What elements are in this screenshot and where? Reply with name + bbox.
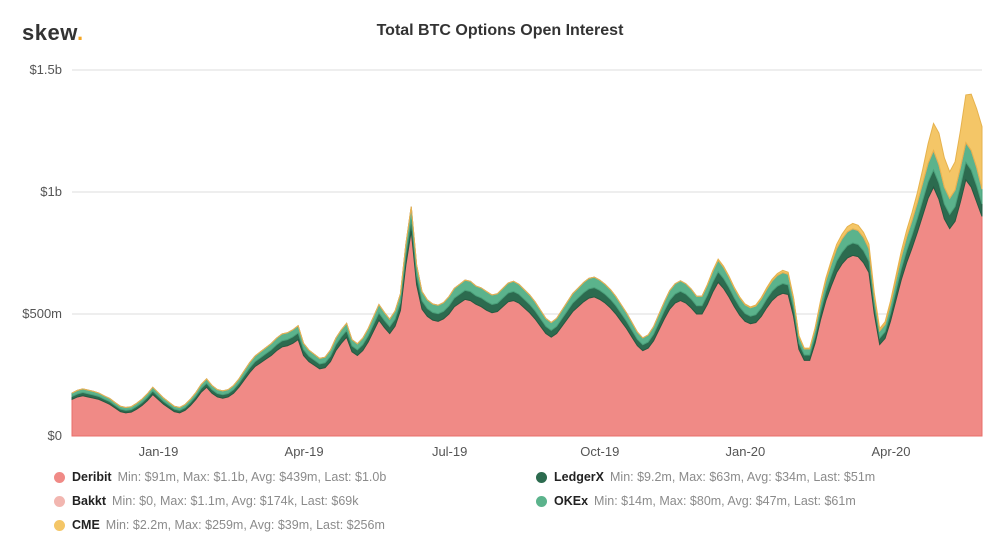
svg-text:Jan-20: Jan-20: [726, 444, 766, 459]
legend-stats: Min: $2.2m, Max: $259m, Avg: $39m, Last:…: [106, 515, 385, 535]
legend-swatch-icon: [54, 496, 65, 507]
svg-text:Jul-19: Jul-19: [432, 444, 467, 459]
legend-name: LedgerX: [554, 467, 604, 487]
legend-stats: Min: $91m, Max: $1.1b, Avg: $439m, Last:…: [118, 467, 387, 487]
svg-text:Oct-19: Oct-19: [580, 444, 619, 459]
svg-text:$1b: $1b: [40, 184, 62, 199]
legend-item-okex[interactable]: OKEx Min: $14m, Max: $80m, Avg: $47m, Las…: [536, 491, 988, 511]
legend-swatch-icon: [54, 472, 65, 483]
svg-text:$0: $0: [48, 428, 62, 443]
svg-text:Apr-19: Apr-19: [285, 444, 324, 459]
chart-area: $0 $500m $1b $1.5b Jan-19 Apr-19 Jul-19 Oct-19 J…: [10, 62, 988, 462]
legend-name: Bakkt: [72, 491, 106, 511]
stacked-area-chart: $0 $500m $1b $1.5b Jan-19 Apr-19 Jul-19 Oct-19 J…: [10, 62, 988, 462]
page: skew. Total BTC Options Open Interest $0…: [0, 0, 1000, 549]
legend-name: Deribit: [72, 467, 112, 487]
legend-swatch-icon: [536, 496, 547, 507]
legend-item-bakkt[interactable]: Bakkt Min: $0, Max: $1.1m, Avg: $174k, La…: [54, 491, 506, 511]
legend-stats: Min: $14m, Max: $80m, Avg: $47m, Last: $…: [594, 491, 856, 511]
svg-text:$1.5b: $1.5b: [29, 62, 62, 77]
svg-text:$500m: $500m: [22, 306, 62, 321]
legend-item-cme[interactable]: CME Min: $2.2m, Max: $259m, Avg: $39m, La…: [54, 515, 506, 535]
legend-item-deribit[interactable]: Deribit Min: $91m, Max: $1.1b, Avg: $439m…: [54, 467, 506, 487]
chart-legend: Deribit Min: $91m, Max: $1.1b, Avg: $439m…: [54, 467, 988, 535]
chart-title: Total BTC Options Open Interest: [0, 22, 1000, 40]
legend-name: CME: [72, 515, 100, 535]
legend-swatch-icon: [54, 520, 65, 531]
legend-stats: Min: $0, Max: $1.1m, Avg: $174k, Last: $…: [112, 491, 358, 511]
legend-item-ledgerx[interactable]: LedgerX Min: $9.2m, Max: $63m, Avg: $34m,…: [536, 467, 988, 487]
legend-stats: Min: $9.2m, Max: $63m, Avg: $34m, Last: …: [610, 467, 875, 487]
svg-text:Apr-20: Apr-20: [871, 444, 910, 459]
legend-swatch-icon: [536, 472, 547, 483]
svg-text:Jan-19: Jan-19: [139, 444, 179, 459]
legend-name: OKEx: [554, 491, 588, 511]
